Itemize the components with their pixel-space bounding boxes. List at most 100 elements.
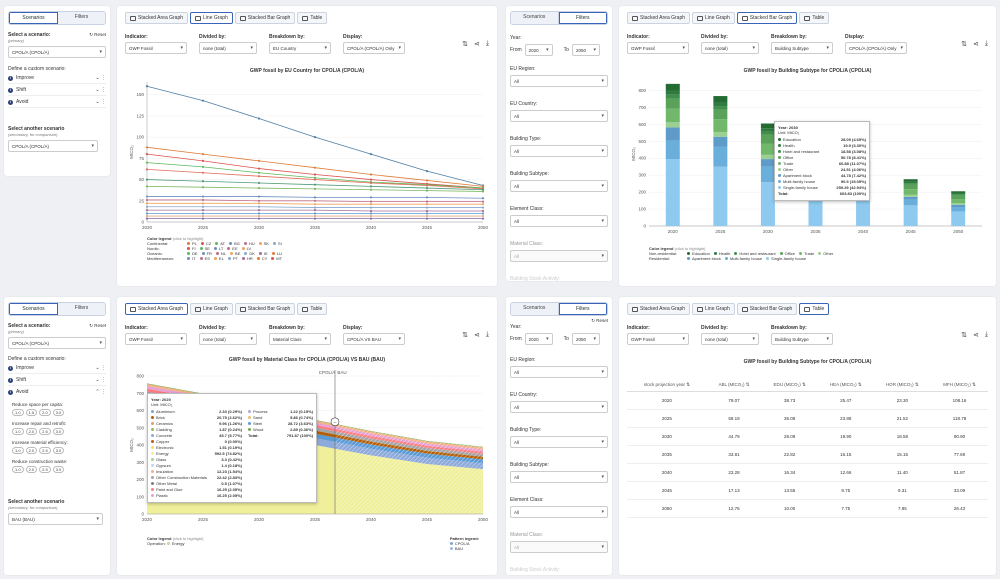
indicator-select[interactable]: GWP Fossil	[125, 333, 187, 345]
legend-item[interactable]: Trade	[798, 251, 814, 256]
legend-item-CY[interactable]: CY	[256, 256, 267, 261]
pattern-cpola[interactable]: CPOL/A	[449, 541, 479, 546]
legend-item[interactable]: Single-family house	[766, 256, 806, 261]
display-select[interactable]: CPOL/A (CPOL/A) Only	[845, 42, 907, 54]
legend-item-FI[interactable]: FI	[187, 246, 196, 251]
reset-button[interactable]: ↻ Reset	[89, 32, 106, 37]
legend-item-PL[interactable]: PL	[187, 241, 197, 246]
sub-lever-option[interactable]: 3.0	[52, 466, 65, 473]
eu-region-select[interactable]: All	[510, 366, 608, 378]
download-icon[interactable]: ⤓	[485, 40, 489, 47]
legend-item[interactable]: Apartment block	[687, 256, 721, 261]
lever-improve[interactable]: i Improve ⌄ ⋮	[8, 365, 106, 374]
legend-item[interactable]: Other	[818, 251, 833, 256]
material-class-select[interactable]: All	[510, 541, 608, 553]
tab-line-graph[interactable]: Line Graph	[190, 12, 233, 24]
column-header[interactable]: ABL (MtCO₂) ⇅	[706, 379, 762, 392]
share-icon[interactable]: ⋖	[474, 41, 480, 48]
download-icon[interactable]: ⤓	[485, 331, 489, 338]
sort-icon[interactable]: ⇅	[462, 41, 469, 48]
legend-item[interactable]: Health	[713, 251, 730, 256]
share-icon[interactable]: ⋖	[474, 332, 480, 339]
indicator-select[interactable]: GWP Fossil	[627, 333, 689, 345]
eu-country-select[interactable]: All	[510, 401, 608, 413]
tab-stacked-bar[interactable]: Stacked Bar Graph	[234, 303, 296, 315]
sub-lever-option[interactable]: 1.0	[12, 428, 24, 435]
tab-stacked-area[interactable]: Stacked Area Graph	[125, 12, 189, 24]
legend-item-BG[interactable]: BG	[229, 241, 240, 246]
element-class-select[interactable]: All	[510, 506, 608, 518]
legend-item[interactable]: Education	[687, 251, 710, 256]
indicator-select[interactable]: GWP Fossil	[627, 42, 689, 54]
legend-item[interactable]: Hotel and restaurant	[734, 251, 776, 256]
tab-stacked-bar[interactable]: Stacked Bar Graph	[736, 12, 798, 24]
pattern-bau[interactable]: BAU	[449, 546, 479, 551]
share-icon[interactable]: ⋖	[973, 332, 979, 339]
legend-item-LU[interactable]: LU	[271, 251, 282, 256]
sub-lever-option[interactable]: 2.0	[39, 409, 51, 416]
legend-item-CZ[interactable]: CZ	[200, 241, 211, 246]
year-to-select[interactable]: 2050	[571, 44, 600, 56]
legend-item-DE[interactable]: DE	[187, 251, 198, 256]
tab-stacked-area[interactable]: Stacked Area Graph	[627, 303, 691, 315]
tab-stacked-bar[interactable]: Stacked Bar Graph	[736, 303, 798, 315]
sub-lever-option[interactable]: 2.5	[39, 428, 51, 435]
legend-item-BE[interactable]: BE	[230, 251, 240, 256]
lever-shift[interactable]: i Shift ⌄ ⋮	[8, 377, 106, 386]
legend-item-LV[interactable]: LV	[241, 246, 251, 251]
secondary-scenario-select[interactable]: BAU (BAU)	[8, 513, 103, 525]
legend-item-SK[interactable]: SK	[258, 241, 269, 246]
legend-item[interactable]: Office	[779, 251, 795, 256]
tab-filters[interactable]: Filters	[558, 12, 607, 24]
divided-select[interactable]: none (total)	[199, 42, 257, 54]
column-header[interactable]: stock projection year ⇅	[627, 379, 707, 392]
tab-filters[interactable]: Filters	[58, 303, 105, 315]
sub-lever-option[interactable]: 3.0	[52, 447, 65, 454]
legend-item-IE[interactable]: IE	[258, 251, 268, 256]
sub-lever-option[interactable]: 2.0	[25, 447, 38, 454]
legend-item-SE[interactable]: SE	[199, 246, 210, 251]
tab-scenarios[interactable]: Scenarios	[9, 12, 58, 24]
tab-scenarios[interactable]: Scenarios	[511, 12, 559, 24]
sub-lever-option[interactable]: 2.5	[39, 466, 51, 473]
legend-item-HR[interactable]: HR	[241, 256, 253, 261]
tab-table[interactable]: Table	[297, 303, 328, 315]
divided-select[interactable]: none (total)	[199, 333, 257, 345]
eu-country-select[interactable]: All	[510, 110, 608, 122]
tab-filters[interactable]: Filters	[58, 12, 105, 24]
legend-item-EE[interactable]: EE	[227, 246, 238, 251]
element-class-select[interactable]: All	[510, 215, 608, 227]
building-subtype-select[interactable]: All	[510, 180, 608, 192]
building-type-select[interactable]: All	[510, 436, 608, 448]
breakdown-select[interactable]: Material Class	[269, 333, 331, 345]
download-icon[interactable]: ⤓	[984, 331, 988, 338]
sub-lever-option[interactable]: 2.5	[39, 447, 51, 454]
sub-lever-option[interactable]: 3.0	[52, 428, 65, 435]
legend-item-IT[interactable]: IT	[187, 256, 196, 261]
breakdown-select[interactable]: Building Subtype	[771, 333, 833, 345]
sub-lever-option[interactable]: 1.5	[25, 409, 38, 416]
building-type-select[interactable]: All	[510, 145, 608, 157]
lever-avoid[interactable]: i Avoid ⌃ ⋮	[8, 389, 106, 395]
tab-stacked-area[interactable]: Stacked Area Graph	[627, 12, 691, 24]
primary-scenario-select[interactable]: CPOL/A (CPOL/A)	[8, 46, 106, 58]
legend-item-MT[interactable]: MT	[271, 256, 282, 261]
tab-stacked-bar[interactable]: Stacked Bar Graph	[234, 12, 296, 24]
column-header[interactable]: HEA (MtCO₂) ⇅	[817, 379, 874, 392]
legend-item-PT[interactable]: PT	[227, 256, 238, 261]
lever-avoid[interactable]: i Avoid ⌄ ⋮	[8, 99, 106, 108]
year-to-select[interactable]: 2050	[571, 333, 600, 345]
share-icon[interactable]: ⋖	[973, 41, 979, 48]
column-header[interactable]: HOR (MtCO₂) ⇅	[873, 379, 932, 392]
legend-item-FR[interactable]: FR	[201, 251, 212, 256]
legend-item-NL[interactable]: NL	[215, 251, 226, 256]
sub-lever-option[interactable]: 1.0	[12, 447, 24, 454]
legend-item-EL[interactable]: EL	[213, 256, 224, 261]
tab-table[interactable]: Table	[297, 12, 328, 24]
sub-lever-option[interactable]: 1.0	[12, 466, 24, 473]
legend-item-DK[interactable]: DK	[244, 251, 255, 256]
breakdown-select[interactable]: Building Subtype	[771, 42, 833, 54]
primary-scenario-select[interactable]: CPOL/A (CPOL/A)	[8, 337, 106, 349]
tab-line-graph[interactable]: Line Graph	[190, 303, 233, 315]
legend-item-ES[interactable]: ES	[199, 256, 210, 261]
